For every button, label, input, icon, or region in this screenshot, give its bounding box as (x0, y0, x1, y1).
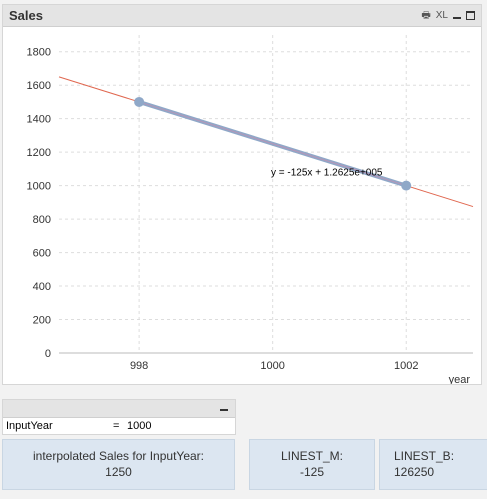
input-equals: = (113, 420, 120, 432)
x-tick-label: 1002 (394, 360, 418, 372)
textbox-label: LINEST_B: (394, 449, 455, 463)
data-point (134, 96, 145, 107)
chart-title: Sales (9, 8, 43, 23)
data-point (401, 180, 412, 191)
minimize-icon[interactable] (220, 409, 228, 411)
input-value[interactable]: 1000 (127, 420, 152, 432)
series-line-highlight (138, 101, 407, 187)
y-tick-label: 1400 (27, 114, 51, 126)
y-tick-label: 1200 (27, 147, 51, 159)
textbox-label: interpolated Sales for InputYear: (32, 449, 204, 463)
y-tick-label: 200 (33, 315, 51, 327)
y-tick-label: 1800 (27, 47, 51, 59)
input-label: InputYear (6, 420, 53, 432)
caption-icons: 🖶 XL (421, 9, 475, 21)
x-axis-title: year (449, 374, 471, 384)
print-icon[interactable]: 🖶 (421, 9, 431, 21)
y-tick-label: 400 (33, 281, 51, 293)
sales-scatter-chart: 0 200 400 600 800 1000 1200 1400 1600 1800 998 1000… (27, 35, 474, 384)
y-tick-label: 600 (33, 248, 51, 260)
minimize-icon[interactable] (453, 17, 461, 19)
maximize-icon[interactable] (466, 11, 475, 20)
x-tick-label: 998 (130, 360, 148, 372)
y-tick-label: 1600 (27, 80, 51, 92)
input-box: InputYear = 1000 (2, 399, 236, 435)
export-excel-icon[interactable]: XL (435, 9, 448, 21)
y-tick-label: 800 (33, 214, 51, 226)
trendline-equation-label: y = -125x + 1.2625e+005 (271, 168, 383, 179)
chart-panel: Sales 🖶 XL 0 200 400 600 800 1000 1200 1400 1600… (2, 4, 482, 385)
chart-caption-bar: Sales 🖶 XL (3, 5, 481, 27)
linest-b-textbox: LINEST_B: 126250 (379, 439, 487, 490)
textbox-value: 1250 (105, 465, 132, 479)
y-tick-label: 1000 (27, 181, 51, 193)
y-tick-label: 0 (45, 348, 51, 360)
input-box-caption-bar (3, 400, 235, 418)
linest-m-textbox: LINEST_M: -125 (249, 439, 375, 490)
textbox-value: 126250 (394, 465, 435, 479)
input-row-inputyear[interactable]: InputYear = 1000 (3, 418, 235, 434)
textbox-value: -125 (299, 465, 325, 479)
interpolated-sales-textbox: interpolated Sales for InputYear: 1250 (2, 439, 235, 490)
x-tick-label: 1000 (260, 360, 284, 372)
textbox-label: LINEST_M: (280, 449, 343, 463)
